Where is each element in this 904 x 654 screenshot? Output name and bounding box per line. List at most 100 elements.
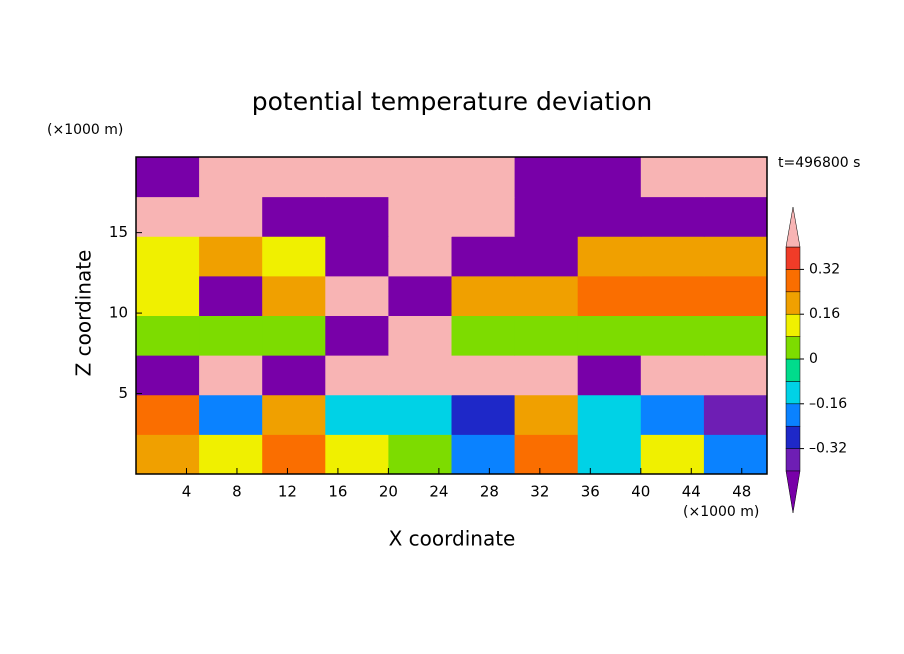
field-cell [136,315,200,356]
field-cell [514,315,579,356]
y-unit: (×1000 m) [47,122,123,138]
field-cell [577,355,642,396]
field-cell [514,236,579,277]
colorbar-box [785,269,801,293]
field-cell [325,275,389,316]
field-cell [577,394,642,435]
field-cell [577,434,642,475]
x-unit: (×1000 m) [683,504,759,520]
x-axis-label: X coordinate [389,527,516,551]
field-cell [514,434,579,475]
field-cell [703,355,768,396]
field-cell [262,196,326,237]
field-cell [388,315,452,356]
field-cell [325,196,389,237]
x-tick-label: 40 [631,483,650,501]
colorbar-box [785,425,801,449]
field-cell [136,355,200,396]
field-cell [262,394,326,435]
field-cell [451,394,516,435]
plot-frame [135,156,768,475]
field-cell [262,315,326,356]
field-cell [640,434,705,475]
field-cell [703,196,768,237]
x-tick-label: 16 [328,483,347,501]
field-cell [199,275,263,316]
colorbar-arrow-bottom [785,470,801,514]
field-cell [640,275,705,316]
colorbar-tick-label: –0.16 [809,396,847,412]
colorbar-box [785,381,801,405]
y-tick-label: 5 [118,384,128,402]
field-cell [199,355,263,396]
field-cell [514,157,579,198]
x-tick-label: 48 [732,483,751,501]
colorbar-arrow-top [785,206,801,248]
x-tick-label: 24 [429,483,448,501]
field-cell [136,394,200,435]
field-cell [388,394,452,435]
field-cell [262,236,326,277]
field-cell [199,236,263,277]
time-label: t=496800 s [778,155,860,171]
colorbar-tick-label: 0.32 [809,261,840,277]
field-cell [640,157,705,198]
colorbar-box [785,313,801,337]
colorbar-box [785,448,801,472]
field-cell [136,157,200,198]
field-cell [199,434,263,475]
field-cell [640,315,705,356]
x-tick-label: 36 [581,483,600,501]
field-cell [136,236,200,277]
field-cell [199,394,263,435]
field-cell [577,315,642,356]
field-cell [325,315,389,356]
x-tick-label: 20 [379,483,398,501]
field-cell [577,236,642,277]
colorbar-tick-label: 0 [809,351,818,367]
field-cell [514,275,579,316]
chart-title: potential temperature deviation [252,87,652,116]
field-cell [388,275,452,316]
field-cell [262,434,326,475]
field-cell [325,394,389,435]
field-cell [640,394,705,435]
field-cell [262,275,326,316]
field-cell [514,394,579,435]
field-cell [262,355,326,396]
x-tick-label: 12 [278,483,297,501]
x-tick-label: 8 [232,483,242,501]
field-cell [577,157,642,198]
field-cell [451,236,516,277]
field-cell [199,157,263,198]
field-cell [136,196,200,237]
field-cell [325,157,389,198]
field-cell [199,196,263,237]
field-cell [451,434,516,475]
field-cell [388,236,452,277]
colorbar-box [785,336,801,360]
field-cell [325,434,389,475]
field-cell [703,275,768,316]
colorbar-box [785,358,801,382]
field-cell [388,434,452,475]
field-cell [325,236,389,277]
field-cell [640,355,705,396]
field-cell [703,434,768,475]
field-cell [388,196,452,237]
field-cell [703,315,768,356]
field-cell [451,275,516,316]
field-cell [451,315,516,356]
field-cell [325,355,389,396]
y-tick-label: 10 [109,304,128,322]
colorbar-tick-label: –0.32 [809,441,847,457]
y-axis-label: Z coordinate [72,250,96,377]
field-cell [577,196,642,237]
field-cell [199,315,263,356]
field-cell [640,236,705,277]
field-cell [262,157,326,198]
x-tick-label: 4 [182,483,192,501]
field-cell [640,196,705,237]
